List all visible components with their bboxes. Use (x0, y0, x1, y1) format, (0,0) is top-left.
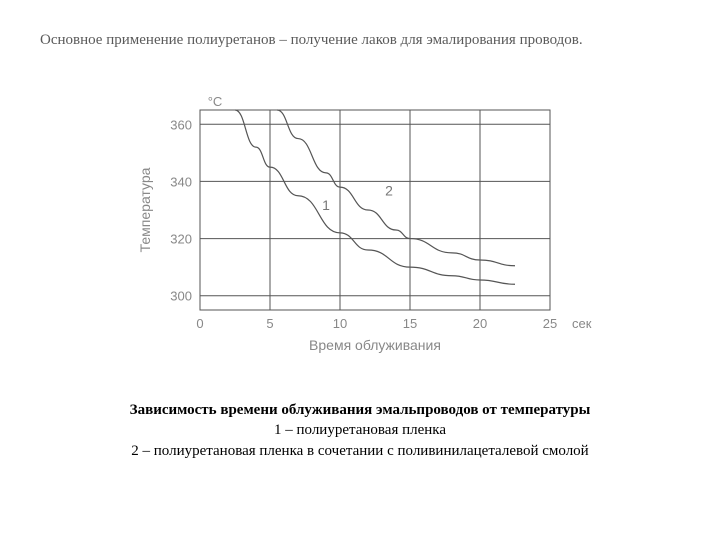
caption-title: Зависимость времени облуживания эмальпро… (0, 400, 720, 420)
svg-text:20: 20 (473, 316, 487, 331)
svg-text:300: 300 (170, 289, 192, 304)
svg-text:320: 320 (170, 232, 192, 247)
caption: Зависимость времени облуживания эмальпро… (0, 400, 720, 461)
caption-line-2: 2 – полиуретановая пленка в сочетании с … (0, 441, 720, 461)
svg-text:Время облуживания: Время облуживания (309, 337, 441, 353)
svg-text:25: 25 (543, 316, 557, 331)
svg-text:10: 10 (333, 316, 347, 331)
svg-text:Температура: Температура (137, 167, 153, 252)
svg-text:15: 15 (403, 316, 417, 331)
svg-text:2: 2 (385, 183, 393, 199)
chart: 0 5 10 15 20 25 300 320 340 360 °C сек Температура Вр… (120, 90, 600, 370)
svg-text:340: 340 (170, 174, 192, 189)
intro-text: Основное применение полиуретанов – получ… (40, 32, 680, 49)
svg-text:0: 0 (196, 316, 203, 331)
svg-text:360: 360 (170, 117, 192, 132)
caption-line-1: 1 – полиуретановая пленка (0, 420, 720, 440)
svg-text:5: 5 (266, 316, 273, 331)
svg-text:1: 1 (322, 197, 330, 213)
svg-text:°C: °C (208, 94, 223, 109)
svg-text:сек: сек (572, 316, 592, 331)
